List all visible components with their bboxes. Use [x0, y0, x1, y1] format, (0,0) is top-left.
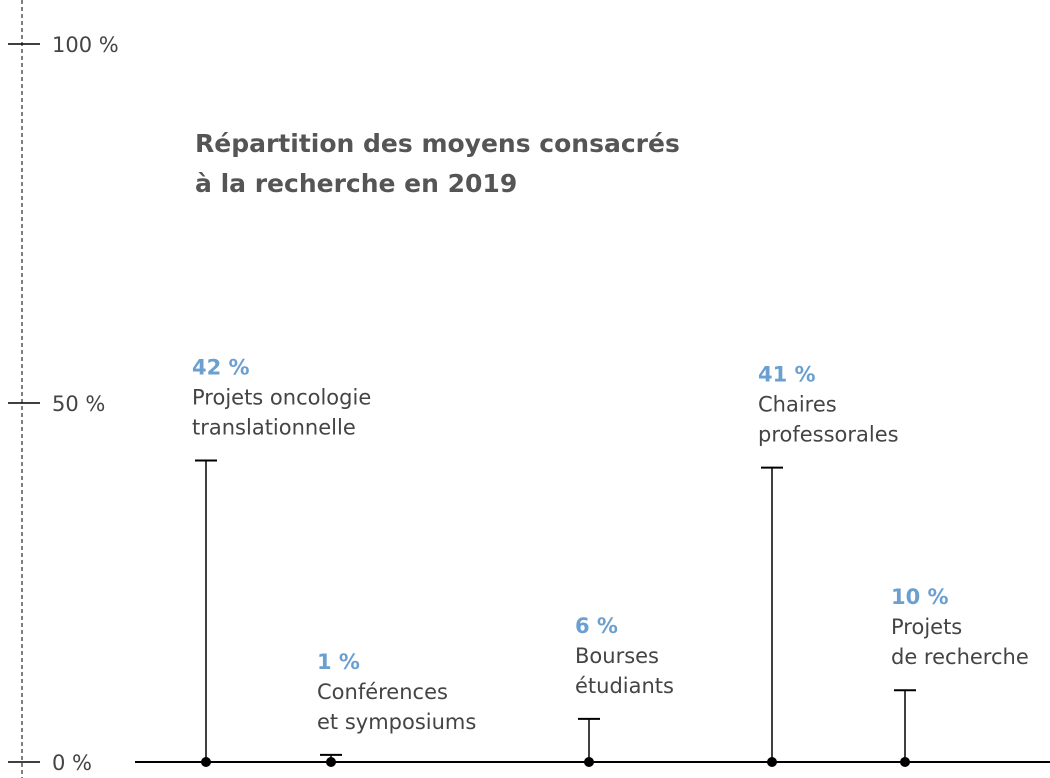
chart-title: à la recherche en 2019	[195, 169, 517, 198]
y-tick-label: 0 %	[52, 751, 92, 775]
value-label: 6 %	[575, 614, 618, 638]
category-label: Projets oncologie	[192, 385, 371, 409]
dot	[900, 757, 910, 767]
category-label: Chaires	[758, 393, 837, 417]
value-label: 10 %	[891, 585, 949, 609]
category-label: Conférences	[317, 680, 448, 704]
category-label: translationnelle	[192, 415, 356, 439]
chart-title: Répartition des moyens consacrés	[195, 129, 680, 158]
y-tick-label: 100 %	[52, 33, 119, 57]
dot	[767, 757, 777, 767]
dot	[326, 757, 336, 767]
dot	[584, 757, 594, 767]
y-tick-label: 50 %	[52, 392, 105, 416]
category-label: de recherche	[891, 645, 1029, 669]
dot	[201, 757, 211, 767]
category-label: étudiants	[575, 674, 674, 698]
category-label: Projets	[891, 615, 962, 639]
value-label: 42 %	[192, 355, 250, 379]
category-label: Bourses	[575, 644, 659, 668]
category-label: professorales	[758, 423, 899, 447]
value-label: 1 %	[317, 650, 360, 674]
value-label: 41 %	[758, 363, 816, 387]
category-label: et symposiums	[317, 710, 476, 734]
